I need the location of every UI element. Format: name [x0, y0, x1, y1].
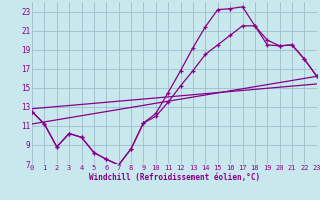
- X-axis label: Windchill (Refroidissement éolien,°C): Windchill (Refroidissement éolien,°C): [89, 173, 260, 182]
